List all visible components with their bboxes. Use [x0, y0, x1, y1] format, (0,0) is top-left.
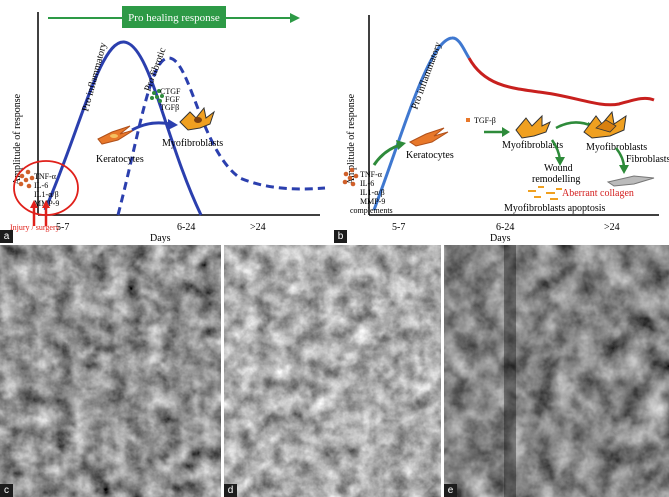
panel-c: c	[0, 245, 221, 497]
myofibroblast-cell-icon	[516, 116, 550, 138]
panel-b: Amplitude of response Pro inflammatory K…	[334, 0, 669, 243]
tgf-label: TGF-β	[474, 116, 496, 125]
pro-healing-text: Pro healing response	[128, 12, 220, 24]
panel-a-label: a	[0, 230, 13, 243]
cytokine-il1: IL1-α/β	[360, 188, 385, 197]
keratocyte-arrow	[374, 145, 400, 165]
panel-d: d	[224, 245, 441, 497]
wound-remodelling-label-1: Wound	[544, 163, 573, 174]
tgf-dot	[466, 118, 470, 122]
tick-5-7: 5-7	[56, 222, 69, 233]
tick-6-24: 6-24	[496, 222, 514, 233]
panel-c-label: c	[0, 484, 13, 497]
cytokine-complements: complements	[350, 206, 393, 215]
growth-factor-tgfb: TGFβ	[160, 103, 179, 112]
cytokine-il6: IL-6	[34, 181, 48, 190]
cytokine-tnf: TNF-α	[34, 172, 57, 181]
myofibroblasts-label-2: Myofibroblasts	[586, 142, 647, 153]
cytokine-tnf: TNF-α	[360, 170, 383, 179]
differentiation-arrowhead	[168, 119, 178, 130]
confocal-image-d	[224, 245, 441, 497]
panel-d-label: d	[224, 484, 237, 497]
dark-vertical-fold	[504, 245, 516, 497]
fibroblast-cell-icon	[608, 176, 654, 186]
x-axis-label: Days	[490, 233, 511, 243]
tick-gt24: >24	[604, 222, 620, 233]
myofibroblast-cluster-icon	[584, 112, 626, 138]
apoptosis-fragments-icon	[528, 186, 562, 200]
myofibroblast-arrowhead	[502, 127, 510, 137]
cytokine-il6: IL-6	[360, 179, 374, 188]
differentiation-arrow	[132, 123, 170, 130]
panel-e: e	[444, 245, 669, 497]
x-axis-label: Days	[150, 233, 171, 243]
panel-a-diagram: Pro healing response Amplitude of respon…	[0, 0, 334, 243]
pro-inflammatory-label: Pro inflammatory	[80, 42, 109, 113]
keratocytes-label: Keratocytes	[406, 150, 454, 161]
panel-e-label: e	[444, 484, 457, 497]
confocal-image-c	[0, 245, 221, 497]
pro-inflammatory-label: Pro inflammatory	[409, 41, 444, 111]
tick-5-7: 5-7	[392, 222, 405, 233]
pro-inflammatory-curve	[374, 38, 469, 210]
fibroblast-arrowhead	[619, 165, 629, 174]
injury-label: Injury / surgery	[10, 223, 60, 232]
wound-remodelling-label-2: remodelling	[532, 174, 580, 185]
keratocyte-cell-icon	[410, 128, 448, 146]
myofibroblast-cell-icon	[180, 108, 214, 130]
persistence-arrow	[556, 122, 592, 128]
fibroblasts-label: Fibroblasts	[626, 154, 669, 165]
panel-b-label: b	[334, 230, 347, 243]
tick-gt24: >24	[250, 222, 266, 233]
pro-healing-arrowhead	[290, 13, 300, 23]
panel-a: Pro healing response Amplitude of respon…	[0, 0, 334, 243]
keratocyte-cell-icon	[98, 126, 134, 144]
confocal-image-e	[444, 245, 669, 497]
cytokine-mmp9: MMP-9	[360, 197, 385, 206]
panel-b-diagram: Amplitude of response Pro inflammatory K…	[334, 0, 669, 243]
apoptosis-label: Myofibroblasts apoptosis	[504, 203, 605, 214]
myofibroblasts-label: Myofibroblasts	[162, 138, 223, 149]
cytokine-il1: IL1-α/β	[34, 190, 59, 199]
aberrant-collagen-label: Aberrant collagen	[562, 188, 634, 199]
keratocytes-label: Keratocytes	[96, 154, 144, 165]
aberrant-response-curve	[469, 58, 654, 105]
tick-6-24: 6-24	[177, 222, 195, 233]
